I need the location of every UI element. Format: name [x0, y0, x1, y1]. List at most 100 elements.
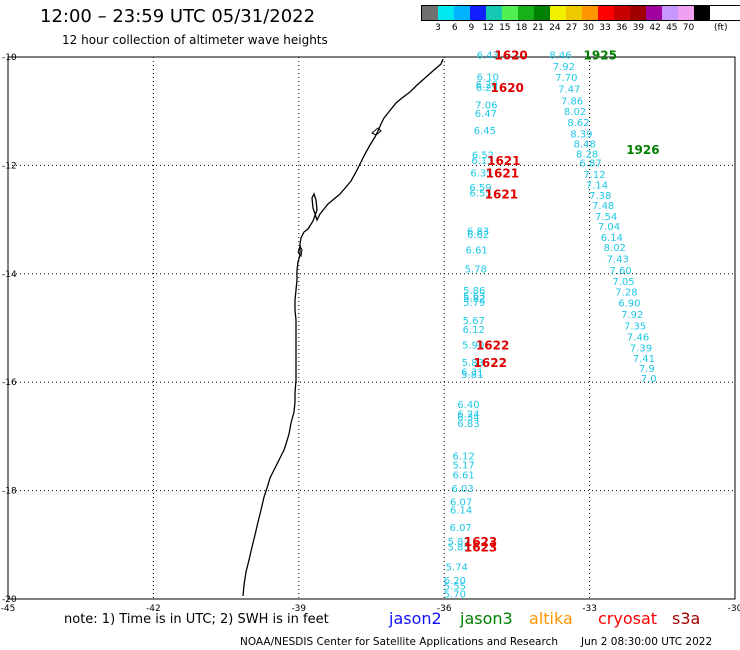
color-scale-swatches — [421, 5, 740, 21]
wave-height-value: 5.85 — [448, 542, 470, 553]
wave-height-value: 5.55 — [444, 581, 466, 592]
wave-height-value: 7.39 — [630, 344, 652, 355]
color-swatch — [438, 6, 454, 20]
wave-height-value: 5.81 — [461, 370, 483, 381]
wave-height-value: 6.90 — [618, 299, 640, 310]
generation-timestamp: Jun 2 08:30:00 UTC 2022 — [581, 636, 713, 648]
satellite-jason2: jason2 — [389, 609, 442, 628]
wave-height-value: 7.04 — [598, 222, 620, 233]
wave-height-value: 8.28 — [576, 149, 598, 160]
wave-height-value: 7.35 — [624, 321, 646, 332]
wave-height-value: 7.92 — [553, 62, 575, 73]
color-scale-tick: 24 — [549, 23, 561, 33]
wave-height-value: 6.83 — [457, 419, 479, 430]
wave-height-value: 7.86 — [561, 96, 583, 107]
color-scale-tick: 45 — [666, 23, 678, 33]
wave-height-value: 6.40 — [457, 400, 479, 411]
wave-height-value: 7.12 — [583, 170, 605, 181]
color-scale-tick: 42 — [649, 23, 661, 33]
wave-height-value: 6.12 — [452, 451, 474, 462]
longitude-label: -39 — [291, 604, 306, 614]
satellite-altika: altika — [529, 609, 573, 628]
color-swatch — [630, 6, 646, 20]
wave-height-value: 5.63 — [463, 291, 485, 302]
wave-height-value: 7.41 — [633, 354, 655, 365]
color-scale-tick: 33 — [599, 23, 611, 33]
pass-time-label: 1620 — [491, 81, 524, 95]
wave-height-value: 8.02 — [604, 243, 626, 254]
wave-height-value: 6.61 — [466, 245, 488, 256]
wave-height-value: 8.02 — [564, 107, 586, 118]
map-frame — [7, 56, 736, 600]
wave-height-value: 5.79 — [463, 298, 485, 309]
wave-height-value: 8.39 — [570, 129, 592, 140]
color-swatch — [566, 6, 582, 20]
latitude-label: -20 — [2, 595, 17, 605]
wave-height-value: 7.43 — [607, 255, 629, 266]
page-subtitle: 12 hour collection of altimeter wave hei… — [62, 33, 328, 47]
wave-height-value: 6.07 — [450, 523, 472, 534]
longitude-label: -36 — [437, 604, 452, 614]
wave-height-value: 7.48 — [592, 201, 614, 212]
latitude-label: -18 — [2, 487, 17, 497]
color-scale-unit: (ft) — [714, 23, 728, 33]
longitude-label: -30 — [728, 604, 740, 614]
wave-height-value: 5.82 — [463, 294, 485, 305]
page-title: 12:00 – 23:59 UTC 05/31/2022 — [40, 6, 316, 27]
pass-time-label: 1623 — [464, 540, 497, 554]
longitude-label: -45 — [1, 604, 16, 614]
wave-height-value: 6.87 — [579, 159, 601, 170]
wave-height-tracks: 6.436.106.206.257.066.476.456.526.136.35… — [444, 50, 657, 600]
wave-height-value: 6.31 — [461, 367, 483, 378]
color-swatch — [486, 6, 502, 20]
color-scale-tick: 30 — [582, 23, 595, 33]
wave-height-value: 7.47 — [558, 84, 580, 95]
wave-height-value: 7.28 — [615, 288, 637, 299]
color-scale-tick: 21 — [532, 23, 544, 33]
color-scale-tick: 15 — [499, 23, 511, 33]
wave-height-value: 6.25 — [476, 83, 498, 94]
wave-height-value: 5.86 — [463, 286, 485, 297]
wave-height-value: 8.48 — [574, 140, 596, 151]
pass-time-label: 1621 — [487, 154, 520, 168]
wave-height-value: 6.47 — [475, 109, 497, 120]
color-scale-tick: 3 — [435, 23, 441, 33]
wave-height-value: 6.07 — [450, 497, 472, 508]
wave-height-value: 6.62 — [467, 230, 489, 241]
wave-height-value: 6.52 — [472, 151, 494, 162]
latitude-label: -10 — [2, 53, 17, 63]
coastal-islet — [297, 127, 382, 258]
wave-height-value: 7.05 — [612, 277, 634, 288]
wave-height-value: 6.20 — [444, 576, 466, 587]
wave-height-value: 6.20 — [476, 80, 498, 91]
longitude-labels: -45 -42 -39 -36 -33 -30 — [1, 604, 740, 614]
wave-height-value: 5.90 — [462, 340, 484, 351]
wave-height-value: 6.24 — [457, 410, 479, 421]
color-swatch — [470, 6, 486, 20]
coastline — [242, 58, 444, 597]
color-scale-tick: 27 — [565, 23, 578, 33]
wave-height-value: 8.62 — [567, 118, 589, 129]
wave-height-value: 5.67 — [463, 316, 485, 327]
wave-height-value: 6.43 — [477, 50, 499, 61]
wave-height-value: 5.17 — [452, 461, 474, 472]
wave-height-value: 6.61 — [452, 470, 474, 481]
wave-height-value: 7.38 — [589, 191, 611, 202]
wave-height-value: 7.46 — [627, 333, 649, 344]
pass-time-label: 1926 — [626, 143, 659, 157]
color-swatch — [582, 6, 598, 20]
color-scale-tick: 36 — [615, 23, 628, 33]
satellite-cryosat: cryosat — [598, 609, 658, 628]
color-swatch — [694, 6, 710, 20]
color-swatch — [518, 6, 534, 20]
wave-height-value: 7.54 — [595, 212, 617, 223]
wave-height-value: 6.59 — [469, 183, 491, 194]
wave-height-value: 6.55 — [469, 189, 491, 200]
color-swatch — [422, 6, 438, 20]
color-swatch — [502, 6, 518, 20]
color-swatch — [662, 6, 678, 20]
color-swatch — [550, 6, 566, 20]
footer-note: note: 1) Time is in UTC; 2) SWH is in fe… — [64, 612, 329, 627]
color-scale-tick: 70 — [682, 23, 695, 33]
